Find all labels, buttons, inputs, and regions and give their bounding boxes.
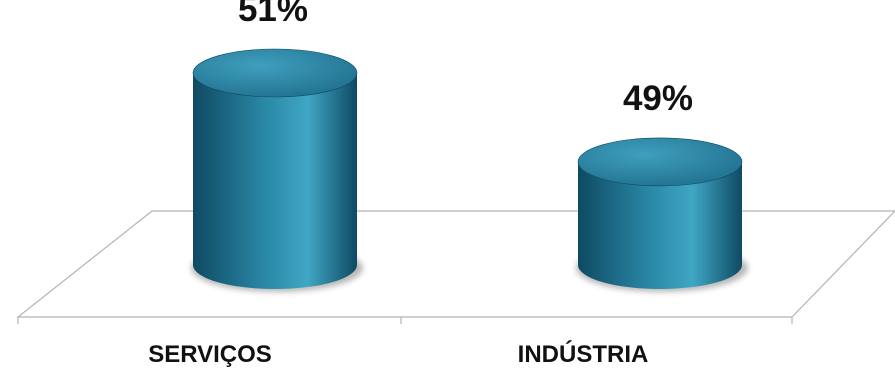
floor-plane bbox=[16, 210, 895, 318]
bar bbox=[576, 137, 748, 292]
bar bbox=[191, 48, 363, 292]
value-label: 49% bbox=[623, 79, 693, 118]
labels-layer: 51% SERVIÇOS 49% INDÚSTRIA bbox=[148, 0, 693, 368]
category-label: INDÚSTRIA bbox=[518, 340, 649, 368]
bar-top bbox=[577, 137, 743, 187]
bars-layer bbox=[191, 48, 748, 292]
value-label: 51% bbox=[238, 0, 308, 29]
category-label: SERVIÇOS bbox=[148, 341, 272, 368]
bar-body bbox=[578, 161, 742, 289]
bar-body bbox=[193, 73, 357, 289]
bar-top bbox=[192, 48, 358, 98]
chart-floor bbox=[16, 210, 895, 324]
